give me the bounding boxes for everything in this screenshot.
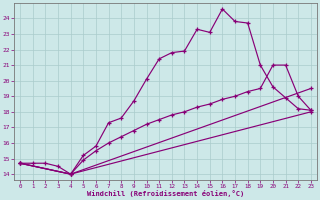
X-axis label: Windchill (Refroidissement éolien,°C): Windchill (Refroidissement éolien,°C): [87, 190, 244, 197]
